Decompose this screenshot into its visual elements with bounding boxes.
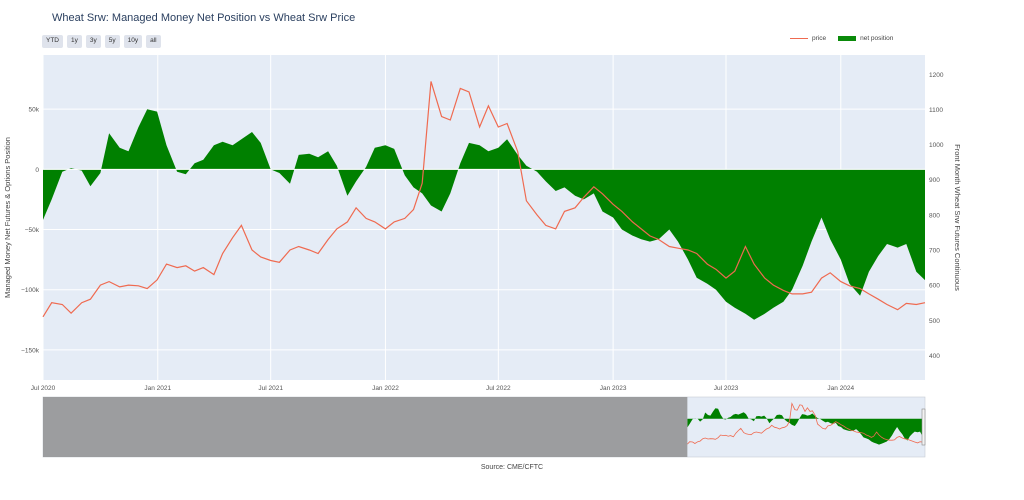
x-tick-label: Jan 2021 (144, 385, 171, 392)
right-y-tick-label: 1200 (929, 72, 944, 79)
x-tick-label: Jan 2023 (600, 385, 627, 392)
right-y-tick-label: 800 (929, 212, 940, 219)
x-tick-label: Jul 2022 (486, 385, 511, 392)
x-tick-label: Jan 2024 (827, 385, 854, 392)
right-y-tick-label: 1100 (929, 107, 943, 114)
x-tick-label: Jul 2023 (714, 385, 739, 392)
range-button-3y[interactable]: 3y (85, 35, 101, 48)
range-slider[interactable] (42, 396, 926, 458)
right-y-tick-label: 600 (929, 283, 940, 290)
range-slider-price-line (687, 402, 926, 445)
right-y-tick-label: 400 (929, 353, 940, 360)
range-button-ytd[interactable]: YTD (42, 35, 63, 48)
left-y-axis-label: Managed Money Net Futures & Options Posi… (3, 137, 12, 298)
chart-title: Wheat Srw: Managed Money Net Position vs… (52, 12, 356, 24)
range-selector-buttons: YTD 1y 3y 5y 10y all (42, 35, 161, 48)
range-button-10y[interactable]: 10y (123, 35, 143, 48)
legend-line-swatch (790, 38, 808, 39)
price-line (42, 81, 926, 318)
range-button-all[interactable]: all (146, 35, 161, 48)
x-tick-label: Jul 2020 (31, 385, 56, 392)
x-axis-ticks: Jul 2020 Jan 2021 Jul 2021 Jan 2022 Jul 2022… (31, 385, 855, 392)
range-slider-handle[interactable] (921, 408, 926, 446)
range-slider-net-area (687, 408, 925, 445)
legend-area-swatch (838, 36, 857, 41)
left-y-tick-label: −100k (21, 287, 40, 294)
right-y-tick-label: 500 (929, 318, 940, 325)
x-tick-label: Jan 2022 (372, 385, 399, 392)
net-position-area (43, 109, 925, 320)
legend-label-net-position: net position (860, 35, 894, 42)
range-slider-mask (43, 397, 688, 457)
right-y-tick-label: 700 (929, 248, 940, 255)
legend-item-net-position[interactable]: net position (838, 35, 893, 42)
source-note: Source: CME/CFTC (480, 464, 544, 471)
left-y-tick-label: 0 (35, 167, 39, 174)
legend-item-price[interactable]: price (790, 35, 826, 42)
range-button-5y[interactable]: 5y (104, 35, 120, 48)
right-y-axis-ticks: 1200 1100 1000 900 800 700 600 500 400 (929, 72, 944, 360)
left-y-axis-ticks: 50k 0 −50k −100k −150k (21, 107, 40, 355)
left-y-tick-label: −150k (21, 347, 40, 354)
right-y-axis-label: Front Month Wheat Srw Futures Continuous (953, 144, 962, 291)
left-y-tick-label: 50k (29, 107, 40, 114)
chart-legend: price net position (790, 35, 893, 42)
x-tick-label: Jul 2021 (258, 385, 283, 392)
right-y-tick-label: 1000 (929, 142, 944, 149)
left-y-tick-label: −50k (25, 227, 40, 234)
legend-label-price: price (812, 35, 827, 42)
range-button-1y[interactable]: 1y (67, 35, 82, 48)
right-y-tick-label: 900 (929, 177, 940, 184)
